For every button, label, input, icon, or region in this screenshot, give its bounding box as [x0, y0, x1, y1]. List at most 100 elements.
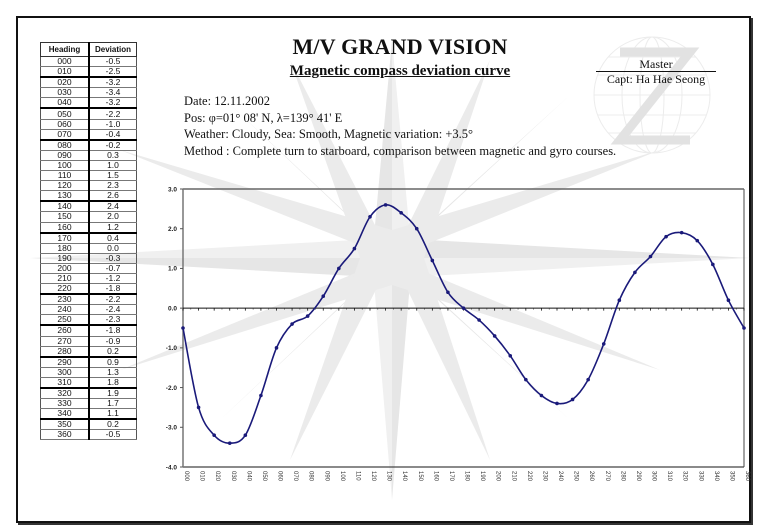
data-point-marker	[679, 230, 684, 235]
x-tick-label: 190	[479, 471, 485, 482]
data-point-marker	[477, 318, 481, 322]
y-tick-label: 2.0	[168, 226, 177, 233]
data-point-marker	[601, 342, 606, 346]
x-tick-label: 070	[292, 471, 298, 482]
table-body: 000 -0.5 010 -2.5 020 -3.2 030 -3.4 040 -3.2 050 -2…	[40, 56, 137, 441]
data-point-marker	[414, 226, 419, 231]
heading-cell: 300	[40, 367, 90, 378]
table-row: 270 -0.9	[40, 336, 137, 347]
x-tick-label: 120	[370, 471, 376, 482]
heading-cell: 050	[40, 107, 90, 120]
data-point-marker	[227, 441, 232, 445]
x-tick-label: 320	[682, 471, 688, 482]
data-point-marker	[664, 234, 668, 239]
data-point-marker	[461, 306, 466, 310]
deviation-cell: -0.5	[88, 429, 137, 441]
table-row: 210 -1.2	[40, 273, 137, 285]
data-point-marker	[337, 266, 341, 271]
table-row: 240 -2.4	[40, 304, 137, 316]
heading-cell: 360	[40, 429, 90, 441]
x-tick-label: 080	[308, 471, 314, 482]
x-tick-label: 090	[323, 471, 329, 482]
table-row: 190 -0.3	[40, 253, 137, 264]
deviation-cell: -0.5	[88, 56, 137, 68]
x-tick-label: 340	[713, 471, 719, 482]
x-tick-label: 330	[697, 471, 703, 482]
column-header-deviation: Deviation	[88, 42, 137, 57]
table-row: 320 1.9	[40, 387, 137, 400]
x-tick-label: 030	[230, 471, 236, 482]
data-point-marker	[430, 258, 435, 263]
data-point-marker	[695, 238, 700, 243]
x-tick-label: 210	[510, 471, 516, 482]
master-label: Master	[596, 58, 716, 72]
table-row: 330 1.7	[40, 398, 137, 410]
column-header-heading: Heading	[40, 42, 90, 57]
table-row: 170 0.4	[40, 231, 137, 244]
table-row: 260 -1.8	[40, 324, 137, 337]
heading-cell: 090	[40, 150, 90, 161]
table-row: 180 0.0	[40, 243, 137, 254]
master-name: Capt: Ha Hae Seong	[606, 72, 706, 86]
heading-cell: 190	[40, 253, 90, 264]
heading-cell: 020	[40, 76, 90, 89]
x-tick-label: 230	[541, 471, 547, 482]
x-tick-label: 170	[448, 471, 454, 482]
info-block: Date: 12.11.2002 Pos: φ=01° 08' N, λ=139…	[184, 93, 616, 159]
y-tick-label: -1.0	[166, 345, 178, 352]
vessel-title: M/V GRAND VISION	[292, 34, 508, 59]
deviation-cell: -0.2	[88, 138, 137, 151]
data-point-marker	[274, 346, 279, 350]
heading-cell: 150	[40, 211, 90, 223]
heading-cell: 330	[40, 398, 90, 410]
x-tick-label: 160	[432, 471, 438, 482]
x-tick-label: 040	[245, 471, 251, 482]
heading-cell: 080	[40, 138, 90, 151]
heading-cell: 320	[40, 387, 90, 400]
heading-cell: 350	[40, 418, 90, 431]
data-point-marker	[648, 254, 653, 259]
weather-text: Weather: Cloudy, Sea: Smooth, Magnetic v…	[184, 127, 473, 141]
table-row: 140 2.4	[40, 200, 137, 213]
y-tick-label: -4.0	[166, 464, 178, 471]
y-tick-label: -2.0	[166, 385, 178, 392]
x-tick-label: 100	[339, 471, 345, 482]
deviation-cell: -1.8	[88, 324, 137, 337]
date-text: Date: 12.11.2002	[184, 94, 270, 108]
data-point-marker	[181, 326, 185, 330]
method-text: Method : Complete turn to starboard, com…	[184, 143, 617, 158]
table-row: 030 -3.4	[40, 87, 137, 99]
deviation-cell: -0.9	[88, 336, 137, 347]
y-tick-label: 1.0	[168, 266, 177, 273]
heading-cell: 110	[40, 170, 90, 182]
x-tick-label: 350	[728, 471, 734, 482]
deviation-cell: -2.2	[88, 107, 137, 120]
data-point-marker	[352, 246, 357, 251]
data-point-marker	[321, 294, 326, 299]
table-row: 120 2.3	[40, 180, 137, 192]
table-row: 060 -1.0	[40, 119, 137, 130]
deviation-cell: 0.3	[88, 150, 137, 161]
table-row: 360 -0.5	[40, 429, 137, 441]
data-point-marker	[633, 270, 637, 275]
data-point-marker	[570, 397, 575, 402]
deviation-cell: 2.3	[88, 180, 137, 192]
data-point-marker	[539, 393, 544, 398]
deviation-cell: -2.2	[88, 293, 137, 306]
deviation-cell: -0.3	[88, 253, 137, 264]
position-text: Pos: φ=01° 08' N, λ=139° 41' E	[184, 110, 343, 125]
chart-subtitle: Magnetic compass deviation curve	[289, 63, 511, 79]
heading-cell: 210	[40, 273, 90, 285]
data-point-marker	[212, 433, 216, 438]
table-row: 150 2.0	[40, 211, 137, 223]
deviation-cell: -1.0	[88, 119, 137, 130]
table-row: 300 1.3	[40, 367, 137, 378]
deviation-cell: 2.0	[88, 211, 137, 223]
table-row: 290 0.9	[40, 355, 137, 368]
deviation-cell: 0.4	[88, 231, 137, 244]
deviation-cell: -1.2	[88, 273, 137, 285]
data-point-marker	[742, 326, 746, 330]
heading-cell: 030	[40, 87, 90, 99]
data-point-marker	[383, 203, 388, 207]
table-row: 350 0.2	[40, 418, 137, 431]
